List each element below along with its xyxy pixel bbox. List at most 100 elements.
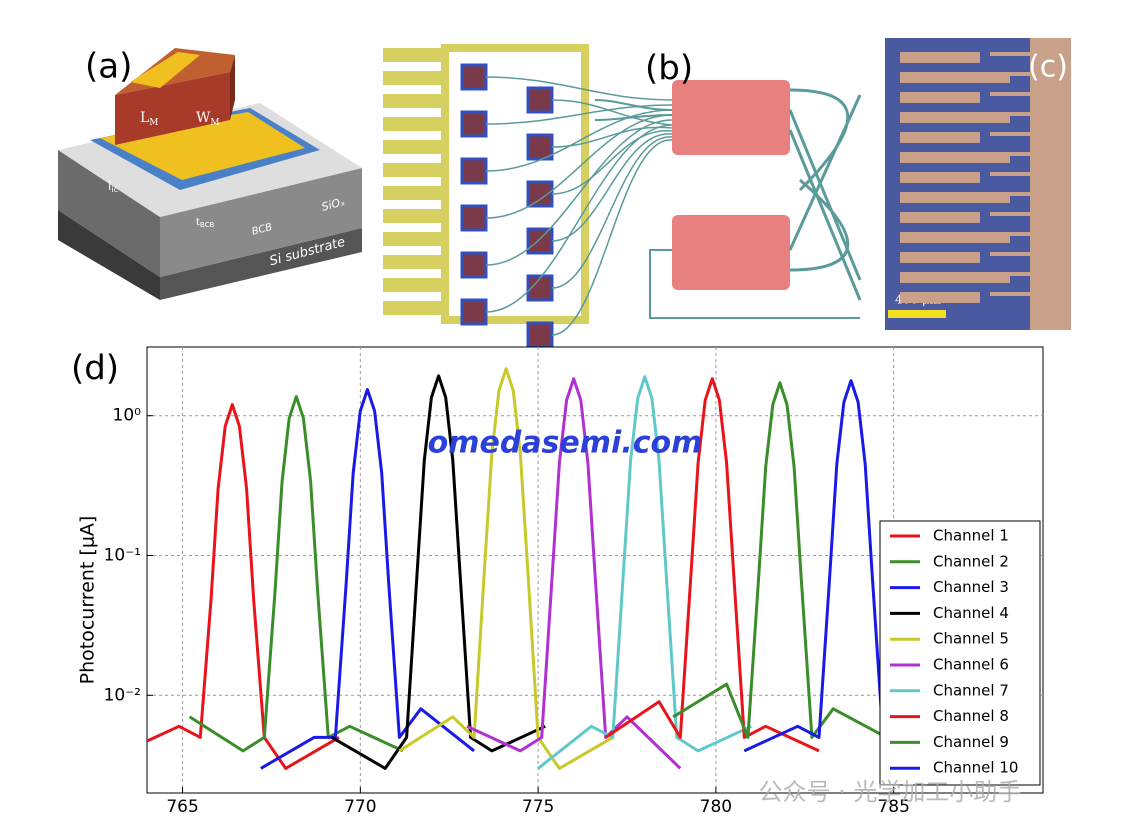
waveguide bbox=[551, 130, 673, 195]
detector bbox=[460, 157, 488, 185]
series-line bbox=[604, 377, 820, 753]
y-tick-label: 10⁻¹ bbox=[104, 545, 141, 565]
detector bbox=[526, 86, 554, 114]
waveguide bbox=[551, 136, 673, 289]
trace bbox=[990, 252, 1030, 256]
legend-label: Channel 7 bbox=[933, 681, 1009, 699]
x-tick-label: 765 bbox=[166, 797, 198, 817]
trace bbox=[990, 192, 1030, 196]
top-contact bbox=[130, 52, 200, 88]
panel-c: 400 μm (c) bbox=[885, 38, 1071, 330]
dim-main: l bbox=[108, 179, 111, 193]
awg bbox=[672, 80, 790, 155]
panel-a: (a) LM WM lic tBCB BCB SiOₓ Si substrate bbox=[58, 47, 362, 300]
dim-label: lic bbox=[108, 179, 118, 194]
trace bbox=[990, 212, 1030, 216]
mesa-front bbox=[115, 72, 230, 145]
legend-label: Channel 3 bbox=[933, 578, 1009, 596]
trace bbox=[990, 52, 1030, 56]
panel-label: (b) bbox=[645, 49, 693, 89]
legend-label: Channel 9 bbox=[933, 733, 1009, 751]
waveguide bbox=[485, 119, 673, 266]
waveguide bbox=[551, 126, 673, 148]
detector bbox=[460, 63, 488, 91]
waveguide bbox=[485, 124, 673, 313]
pad bbox=[383, 209, 445, 223]
x-tick-label: 770 bbox=[344, 797, 376, 817]
pad bbox=[900, 192, 1010, 203]
plot: 765 770 775 780 785 10⁻² 10⁻¹ 10⁰ Photocurrent [… bbox=[77, 346, 1044, 817]
pad bbox=[900, 172, 980, 183]
mesa-side bbox=[230, 55, 235, 120]
dim-sub: BCB bbox=[200, 221, 215, 229]
x-tick-label: 780 bbox=[700, 797, 732, 817]
bus bbox=[441, 44, 589, 324]
y-tick-label: 10⁰ bbox=[113, 406, 142, 426]
trace bbox=[990, 172, 1030, 176]
dim-main: t bbox=[196, 217, 200, 228]
trace bbox=[990, 132, 1030, 136]
pad bbox=[383, 94, 445, 108]
pad bbox=[900, 132, 980, 143]
x-tick-label: 785 bbox=[877, 797, 909, 817]
detector bbox=[460, 204, 488, 232]
series-line bbox=[398, 367, 614, 770]
trace bbox=[990, 272, 1030, 276]
substrate-right bbox=[160, 228, 362, 300]
pad bbox=[383, 48, 445, 62]
series-line bbox=[537, 375, 753, 770]
waveguide bbox=[485, 76, 673, 101]
trace bbox=[990, 152, 1030, 156]
oxide-right bbox=[160, 168, 362, 277]
waveguide bbox=[551, 133, 673, 242]
waveguides bbox=[788, 88, 862, 301]
dim-sub: ic bbox=[111, 185, 118, 194]
detector bbox=[460, 298, 488, 326]
pad bbox=[383, 117, 445, 131]
dim-label: LM bbox=[140, 110, 159, 128]
photo-region bbox=[1030, 38, 1071, 330]
series-line bbox=[331, 374, 546, 770]
scale-bar bbox=[888, 310, 946, 318]
series-group bbox=[147, 367, 959, 770]
pad bbox=[383, 278, 445, 292]
dim-label: tBCB bbox=[196, 217, 214, 229]
layer-label: BCB bbox=[251, 222, 274, 238]
pad bbox=[900, 212, 980, 223]
y-tick-label: 10⁻² bbox=[104, 685, 141, 705]
waveguide bbox=[485, 104, 673, 125]
dim-label: WM bbox=[196, 110, 220, 128]
panel-label: (d) bbox=[71, 349, 119, 389]
trace bbox=[990, 232, 1030, 236]
legend-label: Channel 4 bbox=[933, 604, 1009, 622]
watermark: omedasemi.com bbox=[428, 426, 703, 461]
legend-label: Channel 8 bbox=[933, 707, 1009, 725]
series-line bbox=[672, 381, 888, 739]
pad bbox=[900, 252, 980, 263]
detector bbox=[460, 251, 488, 279]
layer-label: SiOₓ bbox=[320, 195, 346, 214]
pad bbox=[900, 272, 1010, 283]
dim-main: W bbox=[196, 110, 211, 126]
awg bbox=[672, 215, 790, 290]
waveguide bbox=[485, 114, 673, 219]
watermark: 公众号 · 光学加工小助手 bbox=[759, 778, 1022, 806]
legend-label: Channel 10 bbox=[933, 759, 1018, 777]
series-line bbox=[260, 388, 476, 770]
dim-sub: M bbox=[210, 118, 219, 128]
pad bbox=[900, 112, 1010, 123]
pad bbox=[383, 163, 445, 177]
oxide-left bbox=[58, 150, 160, 277]
detector bbox=[526, 321, 554, 349]
trace bbox=[990, 292, 1030, 296]
panel-label: (a) bbox=[85, 47, 132, 87]
pad bbox=[383, 301, 445, 315]
panel-label: (c) bbox=[1028, 50, 1068, 85]
substrate-left bbox=[58, 210, 160, 300]
waveguide bbox=[551, 99, 673, 126]
pad bbox=[900, 152, 1010, 163]
waveguide bbox=[551, 139, 673, 336]
legend-label: Channel 5 bbox=[933, 630, 1009, 648]
y-axis-label: Photocurrent [μA] bbox=[77, 516, 99, 685]
